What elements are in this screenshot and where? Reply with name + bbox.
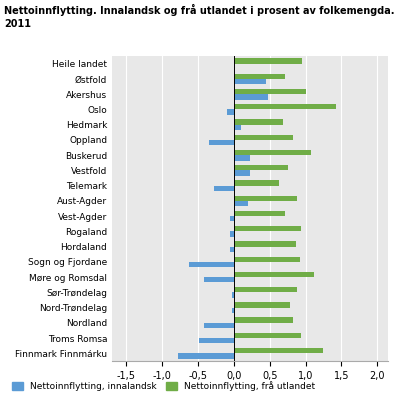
- Bar: [234, 155, 250, 160]
- Legend: Nettoinnflytting, innalandsk, Nettoinnflytting, frå utlandet: Nettoinnflytting, innalandsk, Nettoinnfl…: [8, 377, 319, 395]
- Bar: [234, 89, 306, 94]
- Bar: [230, 216, 234, 221]
- Bar: [234, 135, 293, 140]
- Text: Nettoinnflytting. Innalandsk og frå utlandet i prosent av folkemengda.
2011: Nettoinnflytting. Innalandsk og frå utla…: [4, 4, 394, 29]
- Bar: [234, 211, 285, 216]
- Bar: [234, 257, 300, 262]
- Bar: [234, 165, 288, 170]
- Bar: [204, 323, 234, 328]
- Bar: [232, 308, 234, 313]
- Bar: [234, 333, 300, 338]
- Bar: [234, 170, 250, 176]
- Bar: [234, 302, 290, 308]
- Bar: [234, 180, 279, 186]
- Bar: [234, 241, 296, 247]
- Bar: [234, 125, 241, 130]
- Bar: [234, 318, 293, 323]
- Bar: [234, 201, 248, 206]
- Bar: [200, 338, 234, 343]
- Bar: [234, 287, 297, 292]
- Bar: [234, 59, 302, 64]
- Bar: [230, 231, 234, 237]
- Bar: [190, 262, 234, 267]
- Bar: [230, 247, 234, 252]
- Bar: [234, 226, 300, 231]
- Bar: [234, 196, 297, 201]
- Bar: [234, 104, 336, 109]
- Bar: [234, 119, 283, 125]
- Bar: [234, 348, 324, 353]
- Bar: [234, 94, 268, 99]
- Bar: [204, 277, 234, 282]
- Bar: [234, 150, 311, 155]
- Bar: [234, 74, 286, 79]
- Bar: [209, 140, 234, 145]
- Bar: [232, 292, 234, 298]
- Bar: [214, 186, 234, 191]
- Bar: [234, 272, 314, 277]
- Bar: [178, 353, 234, 358]
- Bar: [227, 109, 234, 115]
- Bar: [234, 79, 266, 84]
